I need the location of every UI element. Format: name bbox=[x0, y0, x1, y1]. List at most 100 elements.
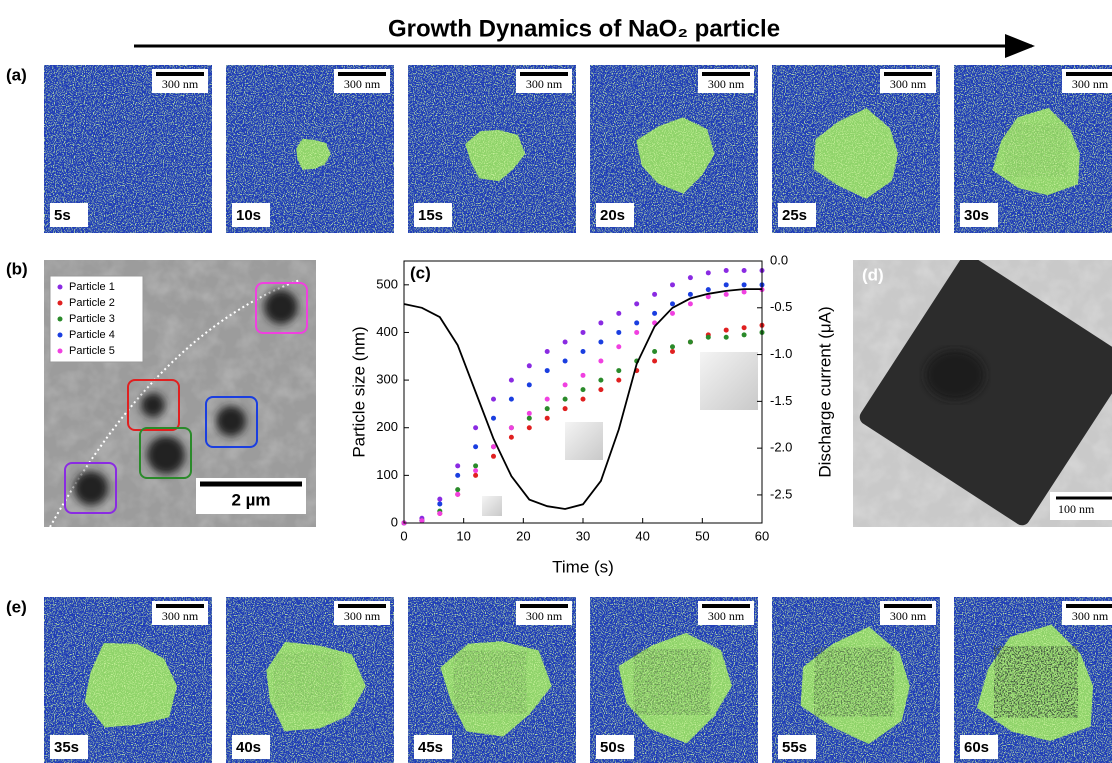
particle bbox=[216, 406, 246, 436]
legend-label: Particle 3 bbox=[69, 313, 115, 325]
eels-frame: 300 nm35s bbox=[44, 597, 212, 763]
scale-label: 300 nm bbox=[1072, 77, 1109, 91]
panel-label: (c) bbox=[410, 263, 431, 282]
data-point bbox=[634, 330, 639, 335]
frame-image: 300 nm 25s bbox=[772, 65, 940, 233]
data-point bbox=[652, 349, 657, 354]
data-point bbox=[563, 397, 568, 402]
data-point bbox=[473, 463, 478, 468]
data-point bbox=[527, 363, 532, 368]
data-point bbox=[509, 397, 514, 402]
x-tick-label: 40 bbox=[635, 528, 649, 543]
y2-tick-label: -2.5 bbox=[770, 486, 792, 501]
figure-title: Growth Dynamics of NaO₂ particle bbox=[388, 15, 780, 42]
legend-marker bbox=[58, 333, 63, 338]
y2-tick-label: -0.5 bbox=[770, 299, 792, 314]
data-point bbox=[509, 435, 514, 440]
data-point bbox=[706, 287, 711, 292]
dark-core bbox=[814, 648, 894, 716]
data-point bbox=[742, 325, 747, 330]
frame-image: 300 nm35s bbox=[44, 597, 212, 763]
particle bbox=[74, 471, 108, 505]
data-point bbox=[634, 301, 639, 306]
data-point bbox=[670, 311, 675, 316]
data-point bbox=[545, 397, 550, 402]
data-point bbox=[724, 292, 729, 297]
data-point bbox=[473, 425, 478, 430]
y2-tick-label: -1.5 bbox=[770, 393, 792, 408]
data-point bbox=[616, 311, 621, 316]
data-point bbox=[437, 511, 442, 516]
data-point bbox=[563, 382, 568, 387]
legend-marker bbox=[58, 317, 63, 322]
frame-image: 300 nm20s bbox=[590, 65, 758, 233]
data-point bbox=[724, 328, 729, 333]
x-tick-label: 50 bbox=[695, 528, 709, 543]
data-point bbox=[724, 335, 729, 340]
data-point bbox=[455, 492, 460, 497]
data-point bbox=[581, 349, 586, 354]
y-tick-label: 500 bbox=[376, 276, 398, 291]
eels-frame: 300 nm 30s bbox=[954, 65, 1112, 233]
data-point bbox=[688, 275, 693, 280]
x-axis-title: Time (s) bbox=[552, 557, 614, 576]
data-point bbox=[652, 292, 657, 297]
data-point bbox=[455, 487, 460, 492]
frame-image: 300 nm15s bbox=[408, 65, 576, 233]
data-point bbox=[491, 454, 496, 459]
legend-label: Particle 4 bbox=[69, 329, 115, 341]
data-point bbox=[473, 468, 478, 473]
data-point bbox=[527, 382, 532, 387]
figure: Growth Dynamics of NaO₂ particle (a) (b)… bbox=[0, 0, 1112, 763]
y-tick-label: 0 bbox=[391, 514, 398, 529]
data-point bbox=[724, 268, 729, 273]
data-point bbox=[491, 444, 496, 449]
legend-marker bbox=[58, 301, 63, 306]
time-label: 60s bbox=[964, 739, 989, 756]
scale-label: 300 nm bbox=[708, 609, 745, 623]
time-label: 25s bbox=[782, 207, 807, 224]
data-point bbox=[688, 292, 693, 297]
data-point bbox=[545, 416, 550, 421]
y-tick-label: 400 bbox=[376, 324, 398, 339]
data-point bbox=[509, 378, 514, 383]
panel-label: (e) bbox=[6, 597, 27, 616]
frame-image: 300 nm 50s bbox=[590, 597, 758, 763]
data-point bbox=[616, 330, 621, 335]
y-tick-label: 100 bbox=[376, 467, 398, 482]
data-point bbox=[670, 301, 675, 306]
scale-label: 300 nm bbox=[890, 77, 927, 91]
eels-frame: 300 nm 50s bbox=[590, 597, 758, 763]
dark-core bbox=[274, 653, 343, 712]
y2-axis-title: Discharge current (μA) bbox=[815, 306, 834, 477]
data-point bbox=[616, 378, 621, 383]
data-point bbox=[652, 359, 657, 364]
data-point bbox=[581, 397, 586, 402]
x-tick-label: 0 bbox=[400, 528, 407, 543]
data-point bbox=[670, 282, 675, 287]
scale-label: 300 nm bbox=[708, 77, 745, 91]
data-point bbox=[634, 320, 639, 325]
cube bbox=[700, 352, 758, 410]
data-point bbox=[473, 444, 478, 449]
data-point bbox=[598, 339, 603, 344]
data-point bbox=[670, 344, 675, 349]
eels-frame: 300 nm45s bbox=[408, 597, 576, 763]
data-point bbox=[598, 359, 603, 364]
frame-image: 300 nm40s bbox=[226, 597, 394, 763]
data-point bbox=[473, 473, 478, 478]
data-point bbox=[419, 518, 424, 523]
particle bbox=[141, 393, 165, 417]
time-label: 30s bbox=[964, 207, 989, 224]
data-point bbox=[527, 425, 532, 430]
time-label: 50s bbox=[600, 739, 625, 756]
dark-core bbox=[1005, 123, 1068, 177]
data-point bbox=[652, 311, 657, 316]
y2-tick-label: 0.0 bbox=[770, 252, 788, 267]
